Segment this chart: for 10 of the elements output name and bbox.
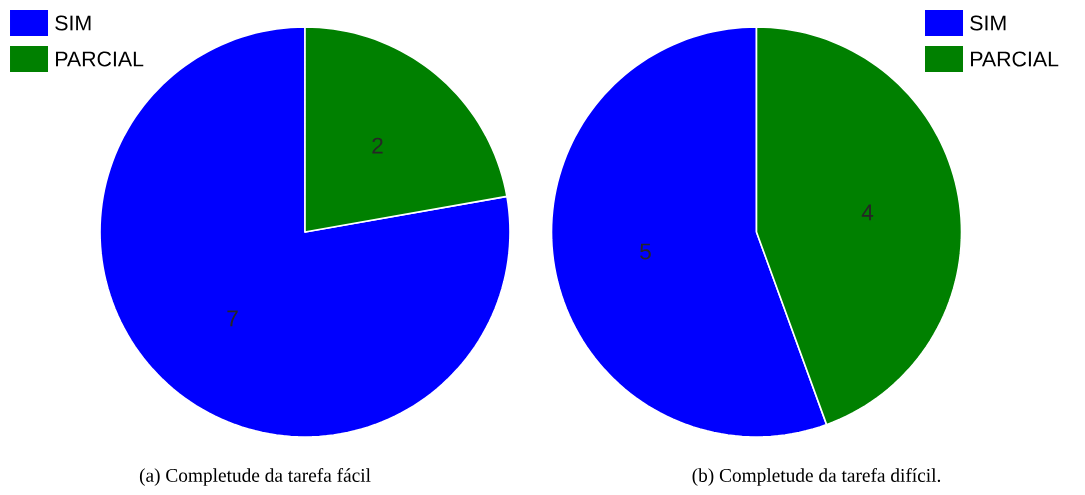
legend-label: PARCIAL [971,51,1059,67]
text: (a) Completude da tarefa fácil [139,468,371,486]
data-label: 5 [640,243,651,260]
legend-label: SIM [55,15,91,31]
data-label: 2 [372,137,383,154]
legend-label: PARCIAL [56,51,144,67]
data-label: 7 [227,310,238,327]
legend-label: SIM [970,15,1006,31]
text: (b) Completude da tarefa difícil. [692,468,941,486]
data-label: 4 [861,204,874,221]
